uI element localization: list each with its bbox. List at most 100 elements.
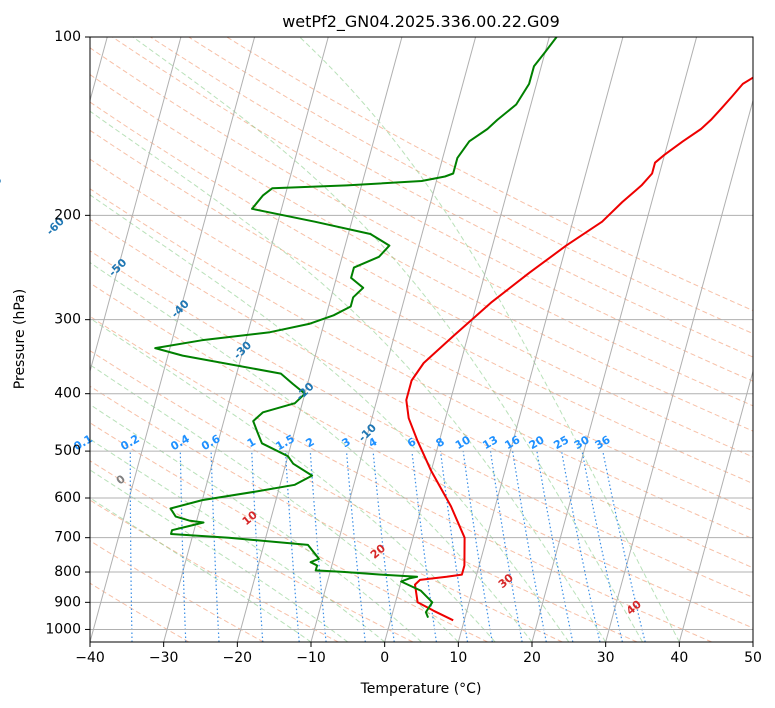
moist-adiabat-line [90,261,533,642]
isotherm-label: -40 [169,297,192,320]
mixing-ratio-line [489,451,523,642]
mixing-ratio-label: 30 [572,433,592,452]
dry-adiabat-label: 10 [240,508,260,528]
isotherm-line [90,37,256,642]
mixing-ratio-line [284,451,300,642]
dry-adiabat-line [90,582,190,642]
moist-adiabat-line [299,37,680,642]
mixing-ratio-label: 8 [434,435,447,450]
mixing-ratio-label: 16 [503,433,523,452]
moist-adiabat-line [132,37,643,642]
x-tick-label: −30 [149,650,179,666]
y-axis-label: Pressure (hPa) [12,289,28,389]
dry-adiabat-line [90,101,753,458]
mixing-ratio-label: 10 [453,433,473,452]
mixing-ratio-label: 20 [527,433,547,452]
dry-adiabat-line [90,218,753,569]
dry-adiabat-line [90,385,563,642]
dry-adiabat-line [112,37,753,382]
dry-adiabat-line [90,282,753,629]
mixing-ratio-label: 1 [245,435,258,450]
data-lines [154,37,753,622]
moist-adiabat-line [90,194,570,642]
mixing-ratio-label: 4 [366,435,379,450]
temperature-line [405,76,753,622]
moist-adiabat-line [90,469,349,642]
y-tick-label: 900 [54,594,81,610]
mixing-ratio-line [462,451,493,642]
y-tick-label: 700 [54,530,81,546]
moist-adiabat-line [90,403,422,642]
mixing-ratio-label: 0.2 [118,432,141,453]
mixing-ratio-line [512,451,547,642]
x-axis: −40 −30 −20 −10 0 10 20 30 40 50 [75,642,762,666]
y-tick-label: 100 [54,29,81,45]
isotherm-line [752,640,753,642]
x-tick-label: 40 [670,650,688,666]
moist-adiabat-line [90,438,386,642]
mixing-ratio-line [129,451,133,642]
mixing-ratio-line [602,450,646,642]
y-tick-label: 500 [54,443,81,459]
dry-adiabat-label: 30 [496,571,516,591]
x-tick-label: −20 [223,650,253,666]
dry-adiabat-line [150,37,753,358]
isotherm-line [163,37,329,642]
mixing-ratio-label: 36 [593,433,613,452]
x-tick-label: 50 [744,650,762,666]
isotherm-label: -20 [293,380,316,403]
mixing-ratio-line [372,451,395,642]
plot-frame [89,36,754,643]
dry-adiabat-label: 20 [368,541,388,561]
x-axis-label: Temperature (°C) [360,681,482,697]
dry-adiabat-line [90,350,638,642]
y-tick-label: 400 [54,386,81,402]
mixing-ratio-line [251,451,264,642]
x-tick-label: 30 [597,650,615,666]
dry-adiabat-line [90,499,339,642]
x-tick-label: −40 [75,650,105,666]
isotherm-line [457,37,624,642]
isotherm-line [384,37,550,642]
mixing-ratio-line [536,451,574,642]
y-tick-label: 300 [54,312,81,328]
mixing-ratio-label: 2 [303,435,316,450]
isotherm-line [531,37,698,642]
dewpoint-line [154,37,558,618]
x-tick-label: −10 [296,650,326,666]
dry-adiabat-line [90,540,264,642]
mixing-ratio-line [345,451,366,642]
mixing-ratio-line [439,451,469,642]
moist-adiabat-line [90,497,312,642]
mixing-ratio-label: 0.4 [168,432,192,453]
dry-adiabat-line [90,188,753,540]
isotherm-label: -70 [0,173,5,196]
dry-adiabat-line [90,315,712,642]
dry-adiabat-line [90,250,753,598]
pressure-gridlines [90,37,753,630]
y-axis: 1000 900 800 700 600 500 400 300 200 100 [45,29,90,637]
mixing-ratio-line [411,451,437,642]
chart-title: wetPf2_GN04.2025.336.00.22.G09 [282,12,560,32]
y-tick-label: 800 [54,564,81,580]
x-tick-label: 0 [380,650,389,666]
isotherm-label: -30 [231,338,254,361]
mixing-ratio-line [581,450,623,642]
y-tick-label: 1000 [45,621,81,637]
dry-adiabat-line [90,73,753,432]
dry-adiabat-line [90,47,753,407]
x-tick-label: 10 [449,650,467,666]
y-tick-label: 600 [54,490,81,506]
mixing-ratio-line [561,450,601,642]
mixing-ratio-label: 25 [551,433,571,452]
x-tick-label: 20 [523,650,541,666]
dry-adiabat-line [188,37,753,335]
isotherm-line [605,98,753,642]
moist-adiabat-line [90,110,607,642]
isotherm-line [310,37,477,642]
y-tick-label: 200 [54,207,81,223]
moist-adiabat-line [90,317,496,642]
dry-adiabat-label: 40 [624,597,644,617]
isotherm-line [678,369,753,642]
